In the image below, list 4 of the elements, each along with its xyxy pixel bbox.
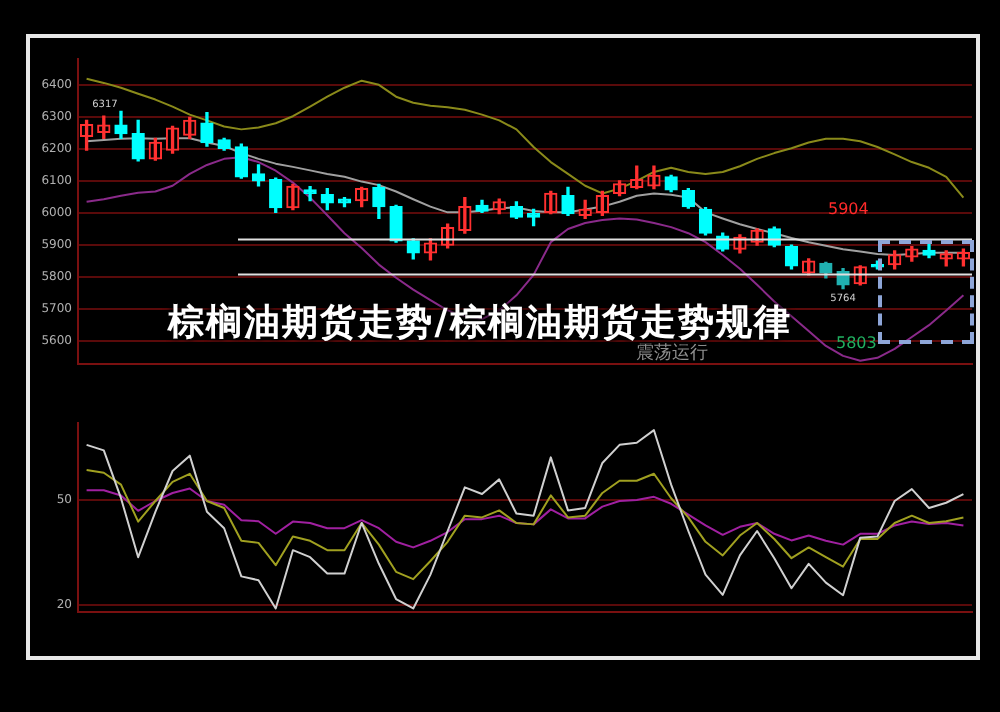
- annotation: 震荡运行: [636, 341, 708, 366]
- annotation: 5904: [828, 200, 869, 218]
- annotation: 5803: [836, 334, 877, 352]
- text: 棕榈油期货走势/棕榈油期货走势规律: [165, 300, 794, 344]
